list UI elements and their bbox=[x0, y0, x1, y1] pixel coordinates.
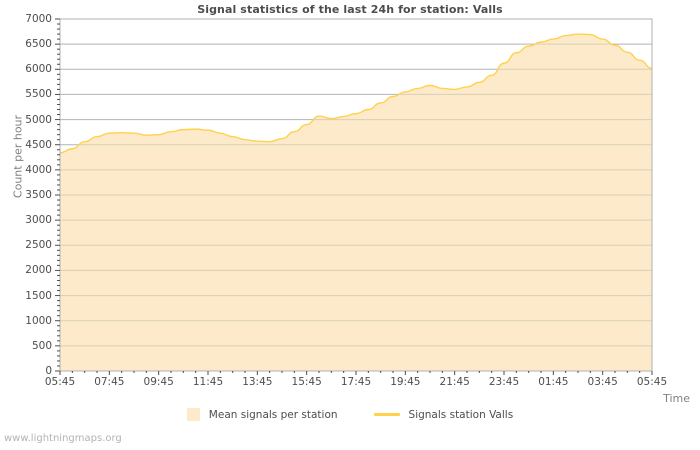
y-axis-tick-label: 3500 bbox=[25, 189, 52, 201]
x-axis-tick-label: 19:45 bbox=[390, 376, 421, 388]
y-axis-tick-label: 1000 bbox=[25, 314, 52, 327]
x-axis-tick-label: 09:45 bbox=[143, 376, 174, 388]
x-axis-tick-label: 23:45 bbox=[488, 376, 520, 388]
x-axis-tick-label: 05:45 bbox=[636, 376, 668, 388]
y-axis-tick-label: 1500 bbox=[25, 289, 52, 302]
legend-area-swatch bbox=[186, 408, 200, 421]
y-axis-tick-label: 5500 bbox=[25, 88, 52, 101]
x-axis-title: Time bbox=[663, 392, 690, 405]
watermark-label: www.lightningmaps.org bbox=[4, 433, 122, 444]
x-axis-tick-label: 15:45 bbox=[291, 376, 322, 388]
y-axis-tick-label: 5000 bbox=[25, 113, 52, 126]
line-series-signals-station-valls bbox=[60, 33, 652, 154]
y-axis-tick-label: 2500 bbox=[25, 239, 52, 252]
area-series-mean-signals bbox=[60, 34, 652, 371]
y-axis-tick-label: 500 bbox=[31, 339, 52, 352]
legend-item[interactable]: Mean signals per station bbox=[186, 408, 338, 421]
x-axis-tick-label: 01:45 bbox=[538, 376, 569, 388]
y-axis-tick-label: 4500 bbox=[25, 138, 52, 151]
x-axis-tick-label: 03:45 bbox=[587, 376, 618, 388]
x-axis-tick-label: 11:45 bbox=[192, 376, 224, 388]
y-axis-tick-label: 3000 bbox=[25, 214, 52, 227]
chart-legend: Mean signals per station Signals station … bbox=[0, 408, 700, 421]
legend-item[interactable]: Signals station Valls bbox=[373, 408, 514, 421]
chart-title: Signal statistics of the last 24h for st… bbox=[197, 3, 503, 16]
x-axis-tick-label: 13:45 bbox=[242, 376, 273, 388]
y-axis-tick-label: 6000 bbox=[25, 63, 52, 76]
legend-line-swatch bbox=[373, 413, 400, 416]
legend-item-label: Mean signals per station bbox=[208, 408, 338, 421]
x-axis-tick-label: 21:45 bbox=[439, 376, 470, 388]
x-axis-tick-label: 05:45 bbox=[44, 376, 76, 388]
y-axis-tick-label: 7000 bbox=[25, 13, 52, 25]
legend-item-label: Signals station Valls bbox=[408, 408, 514, 421]
y-axis-tick-label: 2000 bbox=[25, 264, 52, 277]
x-axis-tick-label: 07:45 bbox=[94, 376, 125, 388]
y-axis-tick-label: 4000 bbox=[25, 163, 52, 176]
y-axis-tick-label: 0 bbox=[45, 365, 52, 377]
y-axis-tick-label: 6500 bbox=[25, 38, 52, 51]
x-axis-tick-label: 17:45 bbox=[340, 376, 372, 388]
